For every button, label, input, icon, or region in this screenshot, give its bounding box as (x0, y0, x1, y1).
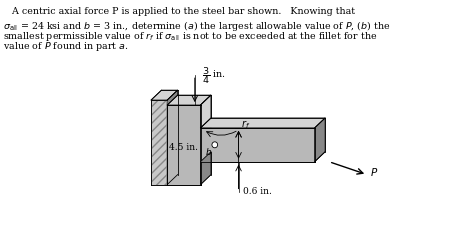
Text: $r_f$: $r_f$ (241, 119, 251, 131)
Text: 4.5 in.: 4.5 in. (169, 143, 198, 152)
Text: smallest permissible value of $r_f$ if $\sigma_{\rm all}$ is not to be exceeded : smallest permissible value of $r_f$ if $… (2, 29, 377, 43)
Polygon shape (315, 118, 325, 162)
Circle shape (212, 142, 218, 148)
Polygon shape (167, 95, 211, 105)
Text: A centric axial force P is applied to the steel bar shown.   Knowing that: A centric axial force P is applied to th… (2, 7, 355, 16)
Polygon shape (201, 118, 325, 128)
Polygon shape (201, 128, 315, 162)
Text: 0.6 in.: 0.6 in. (243, 187, 272, 196)
Polygon shape (201, 95, 211, 128)
Polygon shape (201, 152, 211, 184)
Polygon shape (167, 90, 178, 184)
Text: $\dfrac{3}{4}$ in.: $\dfrac{3}{4}$ in. (202, 65, 226, 86)
Text: $\sigma_{\rm all}$ = 24 ksi and $b$ = 3 in., determine ($a$) the largest allowab: $\sigma_{\rm all}$ = 24 ksi and $b$ = 3 … (2, 19, 390, 33)
Text: $b$: $b$ (205, 146, 212, 157)
Polygon shape (151, 90, 178, 100)
Polygon shape (167, 105, 201, 184)
Text: value of $P$ found in part $a$.: value of $P$ found in part $a$. (2, 40, 128, 54)
Polygon shape (151, 100, 167, 184)
Polygon shape (201, 95, 211, 184)
Text: $P$: $P$ (370, 166, 378, 178)
